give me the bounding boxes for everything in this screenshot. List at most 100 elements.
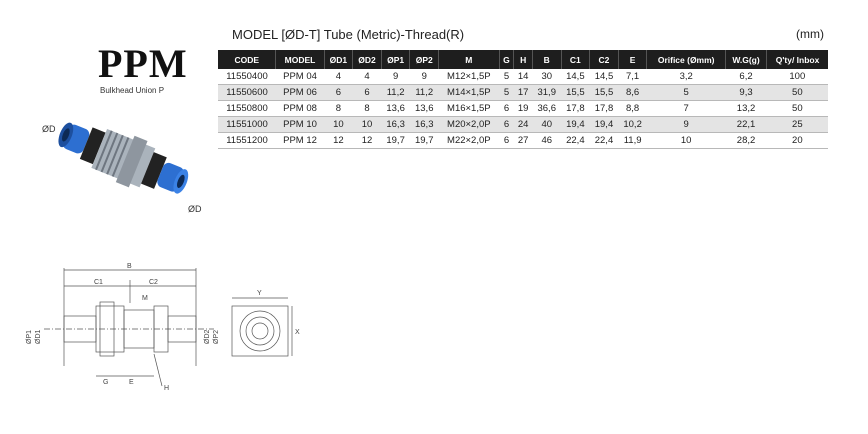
spec-cell: 14,5 <box>589 69 619 85</box>
spec-cell: 11,2 <box>409 84 439 101</box>
spec-cell: 3,2 <box>646 69 726 85</box>
spec-cell: 22,1 <box>725 116 767 133</box>
spec-cell: 6 <box>499 100 514 117</box>
spec-cell: 4 <box>324 69 353 85</box>
spec-col-header: ØD1 <box>323 50 353 69</box>
label-E: E <box>129 379 134 386</box>
spec-row: 11550800 PPM 08 8 8 13,6 13,6 M16×1,5P 6 19 36,6 1… <box>218 100 828 117</box>
spec-cell: 10 <box>324 116 353 133</box>
spec-cell: 6 <box>499 132 514 149</box>
spec-col-header: Orifice (Ømm) <box>646 50 726 69</box>
spec-cell: M12×1,5P <box>438 69 500 85</box>
spec-cell: 15,5 <box>589 84 619 101</box>
spec-cell: 8,6 <box>618 84 647 101</box>
spec-cell: 15,5 <box>561 84 590 101</box>
label-X: X <box>295 329 300 336</box>
product-name: PPM <box>98 41 188 86</box>
spec-col-header: ØD2 <box>352 50 382 69</box>
spec-row: 11551000 PPM 10 10 10 16,3 16,3 M20×2,0P 6 24 40 1… <box>218 116 828 133</box>
spec-cell: 36,6 <box>532 100 562 117</box>
spec-cell: 19,4 <box>589 116 619 133</box>
spec-cell: 9 <box>381 69 410 85</box>
spec-cell: 19,7 <box>381 132 410 149</box>
spec-cell: 17,8 <box>561 100 590 117</box>
spec-col-header: G <box>498 50 514 69</box>
spec-cell: 11,9 <box>618 132 647 149</box>
spec-cell: 13,2 <box>725 100 767 117</box>
spec-cell: 100 <box>766 69 828 85</box>
spec-cell: 46 <box>532 132 562 149</box>
spec-cell: 12 <box>352 132 382 149</box>
photo-label-bottom: ØD <box>188 204 202 214</box>
spec-cell: 17 <box>513 84 533 101</box>
spec-cell: 13,6 <box>381 100 410 117</box>
spec-cell: PPM 10 <box>275 116 325 133</box>
label-H: H <box>164 385 169 392</box>
spec-row: 11551200 PPM 12 12 12 19,7 19,7 M22×2,0P 6 27 46 2… <box>218 132 828 149</box>
spec-cell: 17,8 <box>589 100 619 117</box>
spec-col-header: MODEL <box>275 50 325 69</box>
spec-cell: 7 <box>646 100 726 117</box>
label-C1: C1 <box>94 279 103 286</box>
spec-cell: PPM 12 <box>275 132 325 149</box>
spec-cell: 8,8 <box>618 100 647 117</box>
spec-cell: 6,2 <box>725 69 767 85</box>
spec-cell: M14×1,5P <box>438 84 500 101</box>
spec-cell: PPM 08 <box>275 100 325 117</box>
label-D1: ØD1 <box>35 330 42 345</box>
spec-cell: 6 <box>352 84 382 101</box>
spec-cell: 13,6 <box>409 100 439 117</box>
product-photo: ØD ØD <box>42 122 202 214</box>
spec-cell: 10 <box>646 132 726 149</box>
spec-cell: 11,2 <box>381 84 410 101</box>
spec-cell: 9 <box>409 69 439 85</box>
spec-cell: 19,4 <box>561 116 590 133</box>
spec-cell: 5 <box>499 69 514 85</box>
spec-cell: 24 <box>513 116 533 133</box>
spec-cell: 25 <box>766 116 828 133</box>
product-subtitle: Bulkhead Union P <box>100 86 165 95</box>
spec-cell: M22×2,0P <box>438 132 500 149</box>
spec-cell: 27 <box>513 132 533 149</box>
spec-cell: 11551000 <box>218 116 276 133</box>
photo-label-top: ØD <box>42 124 56 134</box>
spec-cell: 28,2 <box>725 132 767 149</box>
side-view-drawing: B C1 C2 M ØP1 ØD1 ØD2 ØP2 G E H <box>26 263 220 392</box>
label-C2: C2 <box>149 279 158 286</box>
spec-cell: 11550400 <box>218 69 276 85</box>
spec-row: 11550600 PPM 06 6 6 11,2 11,2 M14×1,5P 5 17 31,9 1… <box>218 84 828 101</box>
spec-table: CODE MODEL ØD1 ØD2 ØP1 ØP2 M G H B C1 C2 E Orifice (Ø… <box>218 50 828 149</box>
label-Y: Y <box>257 290 262 297</box>
spec-col-header: M <box>438 50 500 69</box>
label-P2: ØP2 <box>213 330 220 344</box>
spec-cell: 8 <box>352 100 382 117</box>
spec-cell: 10 <box>352 116 382 133</box>
spec-cell: 40 <box>532 116 562 133</box>
spec-cell: M16×1,5P <box>438 100 500 117</box>
label-M: M <box>142 295 148 302</box>
spec-cell: 6 <box>324 84 353 101</box>
spec-cell: 11550600 <box>218 84 276 101</box>
spec-cell: 4 <box>352 69 382 85</box>
spec-cell: PPM 06 <box>275 84 325 101</box>
spec-col-header: Q'ty/ Inbox <box>766 50 828 69</box>
spec-cell: 11551200 <box>218 132 276 149</box>
spec-cell: 11550800 <box>218 100 276 117</box>
spec-cell: 20 <box>766 132 828 149</box>
spec-col-header: E <box>617 50 647 69</box>
end-view-drawing: Y X <box>231 290 300 357</box>
spec-header-row: CODE MODEL ØD1 ØD2 ØP1 ØP2 M G H B C1 C2 E Orifice (Ø… <box>218 50 828 69</box>
spec-cell: M20×2,0P <box>438 116 500 133</box>
spec-cell: 8 <box>324 100 353 117</box>
label-G: G <box>103 379 108 386</box>
spec-col-header: C2 <box>589 50 619 69</box>
spec-cell: 14 <box>513 69 533 85</box>
spec-cell: 31,9 <box>532 84 562 101</box>
spec-cell: 14,5 <box>561 69 590 85</box>
spec-title: MODEL [ØD-T] Tube (Metric)-Thread(R) <box>232 27 465 42</box>
spec-col-header: H <box>513 50 533 69</box>
spec-cell: 16,3 <box>409 116 439 133</box>
spec-row: 11550400 PPM 04 4 4 9 9 M12×1,5P 5 14 30 14,5 14,5 7… <box>218 69 828 85</box>
spec-cell: 9,3 <box>725 84 767 101</box>
spec-cell: 30 <box>532 69 562 85</box>
